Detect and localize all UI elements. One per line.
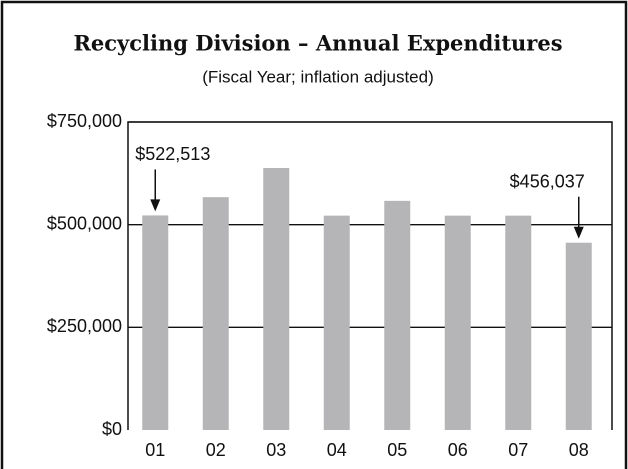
x-tick-label: 07: [508, 440, 528, 460]
x-tick-label: 02: [206, 440, 226, 460]
bar: [142, 215, 169, 430]
bar: [323, 215, 350, 430]
value-label: $456,037: [510, 171, 585, 191]
bar: [384, 200, 411, 430]
x-tick-label: 08: [569, 440, 589, 460]
plot-border: [127, 121, 613, 430]
bar: [444, 215, 471, 430]
x-tick-label: 01: [145, 440, 165, 460]
bar: [565, 242, 592, 430]
chart-subtitle: (Fiscal Year; inflation adjusted): [202, 67, 434, 86]
arrow-head: [573, 226, 584, 239]
value-label: $522,513: [135, 144, 210, 164]
x-tick-label: 04: [327, 440, 347, 460]
y-tick-label: $0: [102, 419, 122, 439]
y-tick-label: $750,000: [47, 111, 122, 131]
bar: [202, 197, 229, 430]
x-tick-label: 06: [448, 440, 468, 460]
arrow-head: [150, 199, 161, 212]
y-tick-label: $250,000: [47, 316, 122, 336]
y-tick-label: $500,000: [47, 213, 122, 233]
chart-title: Recycling Division – Annual Expenditures: [73, 31, 562, 56]
x-tick-label: 05: [387, 440, 407, 460]
bar: [505, 215, 532, 430]
x-tick-label: 03: [266, 440, 286, 460]
bar: [263, 167, 290, 430]
